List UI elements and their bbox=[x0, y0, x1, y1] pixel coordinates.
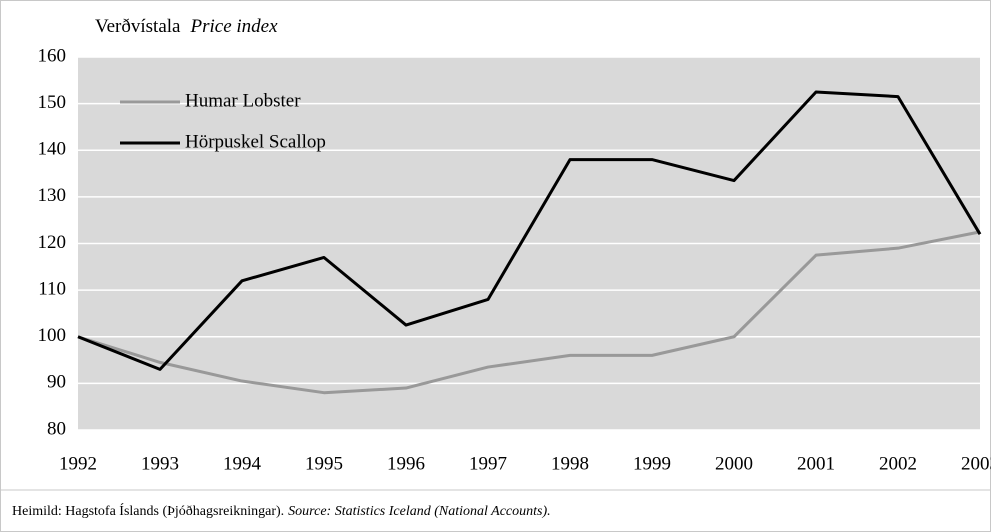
y-tick-label: 140 bbox=[38, 139, 67, 160]
y-tick-label: 120 bbox=[38, 232, 67, 253]
subtitle-text: Price index bbox=[189, 16, 278, 37]
x-tick-label: 2003 bbox=[961, 453, 991, 474]
x-tick-label: 1997 bbox=[469, 453, 507, 474]
x-tick-label: 1998 bbox=[551, 453, 589, 474]
x-tick-label: 1992 bbox=[59, 453, 97, 474]
x-tick-label: 1999 bbox=[633, 453, 671, 474]
y-tick-label: 160 bbox=[38, 45, 67, 66]
legend-label: Hörpuskel Scallop bbox=[185, 131, 326, 152]
source-en: Source: Statistics Iceland (National Acc… bbox=[288, 504, 550, 519]
x-tick-label: 1995 bbox=[305, 453, 343, 474]
legend-label: Humar Lobster bbox=[185, 90, 301, 111]
series-line bbox=[77, 90, 982, 371]
y-tick-label: 150 bbox=[38, 92, 67, 113]
source-is: Heimild: Hagstofa Íslands (Þjóðhagsreikn… bbox=[12, 502, 284, 519]
y-tick-label: 130 bbox=[38, 185, 67, 206]
source: Heimild: Hagstofa Íslands (Þjóðhagsreikn… bbox=[12, 502, 551, 519]
series-line bbox=[77, 230, 981, 395]
x-tick-label: 1993 bbox=[141, 453, 179, 474]
y-tick-label: 90 bbox=[47, 372, 66, 393]
y-tick-label: 100 bbox=[38, 325, 67, 346]
title-text: Verðvístala bbox=[95, 16, 181, 37]
x-tick-label: 2001 bbox=[797, 453, 835, 474]
x-tick-label: 2002 bbox=[879, 453, 917, 474]
y-tick-label: 80 bbox=[47, 418, 66, 439]
y-tick-label: 110 bbox=[38, 278, 66, 299]
x-tick-label: 1994 bbox=[223, 453, 262, 474]
chart-title: Verðvístala Price index bbox=[95, 16, 278, 37]
x-tick-label: 1996 bbox=[387, 453, 425, 474]
x-tick-label: 2000 bbox=[715, 453, 753, 474]
